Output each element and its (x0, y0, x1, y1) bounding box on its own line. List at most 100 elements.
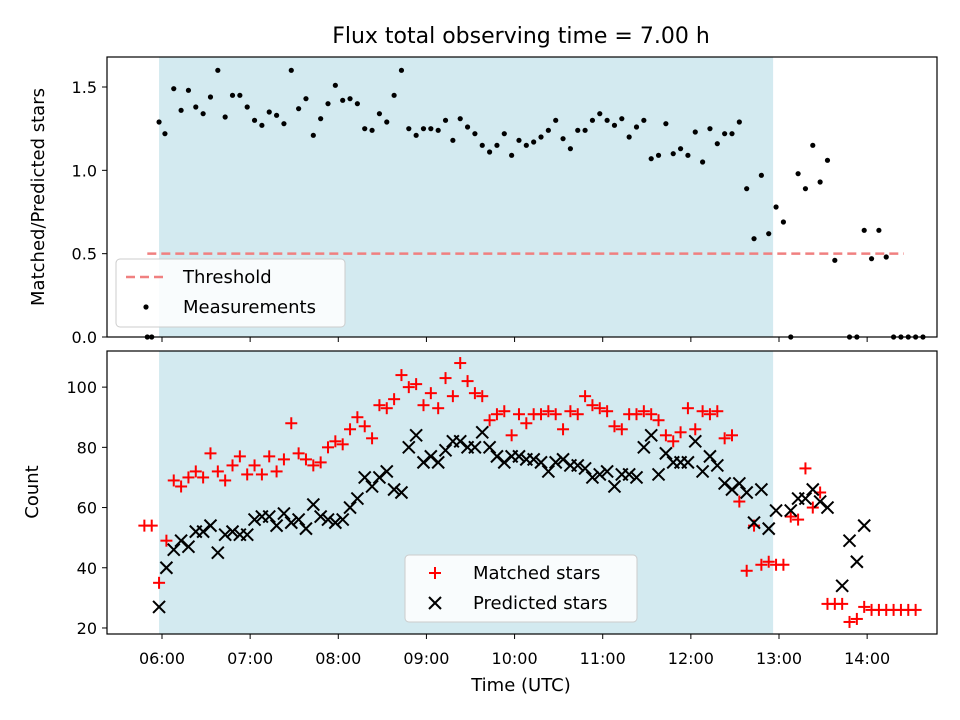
measurement-point (273, 112, 280, 118)
measurement-point (722, 131, 728, 137)
predicted-star-point (431, 455, 445, 470)
measurement-point (303, 96, 309, 102)
measurement-point (824, 157, 831, 163)
measurement-point (288, 67, 294, 73)
predicted-star-point (534, 455, 548, 470)
predicted-star-point (350, 491, 365, 506)
matched-star-point (248, 459, 261, 472)
matched-star-point (512, 408, 525, 421)
matched-star-point (557, 423, 570, 436)
matched-star-point (836, 597, 849, 610)
measurement-point (413, 132, 419, 138)
matched-star-point (358, 420, 371, 433)
measurement-point (516, 137, 522, 143)
measurement-point (266, 109, 272, 115)
matched-star-point (740, 564, 753, 577)
measurement-point (325, 101, 331, 107)
matched-star-point (806, 501, 819, 514)
matched-star-point (718, 432, 731, 445)
measurement-point (589, 117, 596, 123)
predicted-star-point (651, 467, 666, 482)
predicted-star-point (167, 542, 181, 557)
matched-star-point (307, 459, 320, 472)
matched-star-point (674, 426, 687, 439)
measurement-point (259, 122, 265, 128)
measurement-point (802, 186, 809, 192)
measurement-point (156, 119, 162, 125)
measurement-point (442, 117, 449, 123)
measurement-point (648, 156, 654, 162)
matched-star-point (395, 369, 408, 382)
matched-star-point (160, 534, 173, 547)
matched-star-point (843, 615, 856, 628)
counts-panel: 20 40 60 80 100 Count Matched stars Predicte… (22, 350, 938, 639)
predicted-star-point (343, 500, 357, 515)
predicted-star-point (284, 515, 298, 530)
predicted-star-point (593, 467, 607, 482)
matched-star-point (505, 429, 518, 442)
matched-star-point (498, 405, 511, 418)
matched-star-point (204, 447, 217, 460)
measurement-point (501, 131, 507, 137)
matched-star-point (241, 468, 254, 481)
matched-star-point (549, 408, 562, 421)
measurement-point (876, 227, 882, 233)
matched-star-point (784, 510, 797, 523)
measurement-point (185, 87, 192, 93)
predicted-star-point (754, 482, 769, 497)
matched-star-point (417, 399, 430, 412)
predicted-star-point (402, 440, 416, 455)
measurement-point (178, 107, 184, 113)
predicted-star-point (299, 521, 313, 536)
predicted-star-point (629, 470, 644, 485)
predicted-star-point (313, 509, 328, 524)
x-tick-label: 13:00 (756, 649, 802, 668)
measurement-point (560, 136, 566, 142)
matched-star-point (659, 429, 672, 442)
x-axis-tick-labels: 06:00 07:00 08:00 09:00 10:00 11:00 12:00 13:00… (139, 649, 890, 668)
matched-star-point (755, 558, 768, 571)
chart-title: Flux total observing time = 7.00 h (332, 24, 710, 49)
y-tick-label: 1.0 (72, 161, 97, 180)
predicted-star-point (857, 518, 871, 533)
matched-star-point (277, 453, 290, 466)
measurement-point (773, 204, 779, 210)
legend-box (115, 258, 346, 328)
matched-star-point (226, 459, 239, 472)
measurement-point (832, 257, 838, 263)
predicted-star-point (644, 428, 658, 443)
measurement-point (310, 132, 316, 138)
matched-star-point (586, 399, 599, 412)
matched-star-point (410, 378, 423, 391)
measurement-point (700, 159, 706, 165)
predicted-star-point (710, 458, 725, 473)
y-tick-label: 0.5 (72, 245, 97, 264)
predicted-star-point (784, 503, 798, 518)
matched-star-point (696, 405, 709, 418)
matched-star-point (197, 471, 210, 484)
predicted-star-point (291, 512, 306, 527)
matched-star-point (145, 519, 158, 532)
measurement-point (744, 186, 750, 192)
matched-star-point (667, 435, 680, 448)
predicted-star-point (747, 515, 761, 530)
legend-measurements-swatch (143, 304, 149, 310)
measurement-point (244, 104, 250, 110)
measurement-point (420, 126, 427, 132)
measurement-point (296, 106, 302, 112)
matched-star-point (424, 387, 437, 400)
matched-star-point (270, 465, 283, 478)
matched-star-point (329, 435, 342, 448)
measurement-point (332, 82, 338, 88)
measurement-point (162, 131, 168, 137)
matched-star-point (645, 408, 658, 421)
measurement-point (604, 117, 610, 123)
predicted-star-point (585, 470, 600, 485)
x-tick-label: 07:00 (227, 649, 273, 668)
measurement-point (670, 151, 676, 157)
counts-layer (138, 357, 922, 628)
matched-star-point (322, 441, 335, 454)
measurement-point (685, 152, 691, 158)
measurement-point (523, 142, 529, 148)
